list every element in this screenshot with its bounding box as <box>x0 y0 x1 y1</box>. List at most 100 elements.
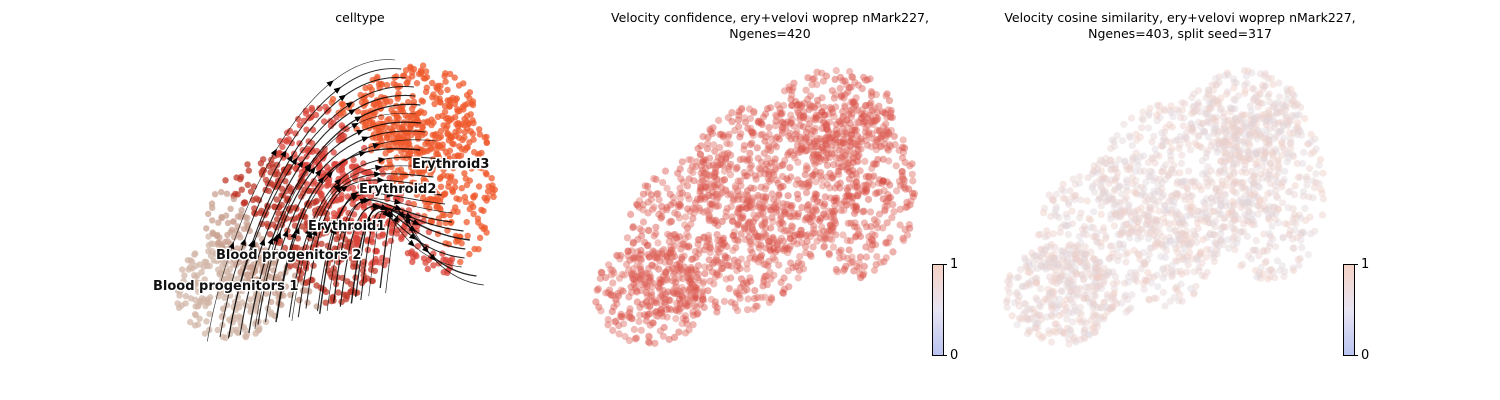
confidence-point <box>663 184 671 192</box>
cosine-point <box>1188 208 1196 216</box>
confidence-point <box>765 298 773 306</box>
cell-point <box>230 195 238 203</box>
cosine-point <box>1043 243 1051 251</box>
cell-point <box>350 263 357 270</box>
confidence-point <box>628 315 636 323</box>
confidence-point <box>681 300 689 308</box>
cell-point <box>420 176 427 183</box>
cosine-point <box>1293 233 1301 242</box>
cosine-point <box>1108 194 1116 202</box>
confidence-point <box>679 270 687 278</box>
cell-point <box>480 225 487 232</box>
cosine-point <box>1075 308 1083 317</box>
confidence-point <box>843 201 851 209</box>
confidence-point <box>743 260 751 268</box>
cell-point <box>179 266 186 273</box>
confidence-point <box>624 247 632 255</box>
confidence-point <box>879 155 887 163</box>
cosine-point <box>1262 126 1270 134</box>
confidence-point <box>848 171 856 179</box>
confidence-point <box>612 296 620 304</box>
confidence-point <box>827 227 835 235</box>
confidence-point <box>796 111 804 119</box>
confidence-point <box>759 113 768 121</box>
cosine-point <box>1231 131 1239 140</box>
confidence-point <box>663 252 671 260</box>
cosine-point <box>1178 215 1186 223</box>
confidence-point <box>788 86 796 94</box>
confidence-point <box>689 308 697 316</box>
confidence-point <box>644 188 652 196</box>
cosine-point <box>1231 225 1239 233</box>
cosine-point <box>1040 209 1048 217</box>
confidence-point <box>780 87 789 95</box>
confidence-point <box>898 168 906 176</box>
confidence-point <box>731 184 740 192</box>
cosine-point <box>1212 197 1220 205</box>
cosine-point <box>1069 270 1077 278</box>
confidence-point <box>818 108 826 116</box>
confidence-point <box>844 191 852 199</box>
confidence-point <box>812 158 820 166</box>
confidence-point <box>672 305 680 313</box>
confidence-point <box>722 156 730 164</box>
cell-point <box>427 139 434 146</box>
cell-point <box>465 163 473 170</box>
cell-point <box>211 191 219 198</box>
confidence-point <box>725 163 733 171</box>
cosine-point <box>1246 132 1254 140</box>
confidence-point <box>867 88 875 96</box>
cosine-point <box>1080 275 1088 283</box>
confidence-point <box>685 326 693 334</box>
cosine-point <box>1113 300 1121 308</box>
cosine-point <box>1215 140 1223 148</box>
cosine-point <box>1178 270 1186 278</box>
cosine-point <box>1226 104 1234 112</box>
confidence-point <box>884 106 892 114</box>
cosine-point <box>1229 241 1237 249</box>
cosine-point <box>1064 278 1072 287</box>
cosine-point <box>1307 130 1315 138</box>
cosine-point <box>1079 270 1087 278</box>
confidence-point <box>775 135 783 143</box>
confidence-point <box>691 266 699 274</box>
confidence-point <box>728 213 736 221</box>
cosine-point <box>1196 142 1204 150</box>
cell-point <box>191 311 199 318</box>
confidence-point <box>802 165 810 173</box>
confidence-point <box>822 72 831 80</box>
cosine-point <box>1077 239 1085 247</box>
cosine-point <box>1186 211 1194 219</box>
cell-point <box>286 233 293 241</box>
cosine-point <box>1173 257 1181 265</box>
confidence-point <box>832 136 840 144</box>
cosine-point <box>1260 155 1268 163</box>
cosine-point <box>1258 146 1266 154</box>
confidence-point <box>856 270 864 278</box>
confidence-point <box>748 225 756 233</box>
confidence-point <box>810 222 818 230</box>
confidence-point <box>607 291 615 299</box>
confidence-point <box>702 193 710 201</box>
confidence-point <box>755 211 763 219</box>
confidence-point <box>735 204 743 212</box>
cell-point <box>238 186 245 193</box>
confidence-point <box>637 246 645 255</box>
confidence-point <box>846 136 854 144</box>
confidence-point <box>796 252 804 261</box>
confidence-point <box>736 264 744 273</box>
confidence-point <box>773 206 781 214</box>
cosine-point <box>1221 124 1229 132</box>
confidence-point <box>826 227 834 235</box>
cosine-point <box>1172 189 1180 197</box>
cosine-point <box>1265 141 1274 149</box>
confidence-point <box>861 188 869 196</box>
confidence-point <box>802 232 810 240</box>
confidence-point <box>706 240 714 248</box>
cell-point <box>296 121 303 129</box>
cell-point <box>448 255 456 263</box>
cell-point <box>424 265 431 273</box>
confidence-point <box>821 119 829 127</box>
confidence-point <box>709 161 717 169</box>
cell-point <box>462 198 469 205</box>
